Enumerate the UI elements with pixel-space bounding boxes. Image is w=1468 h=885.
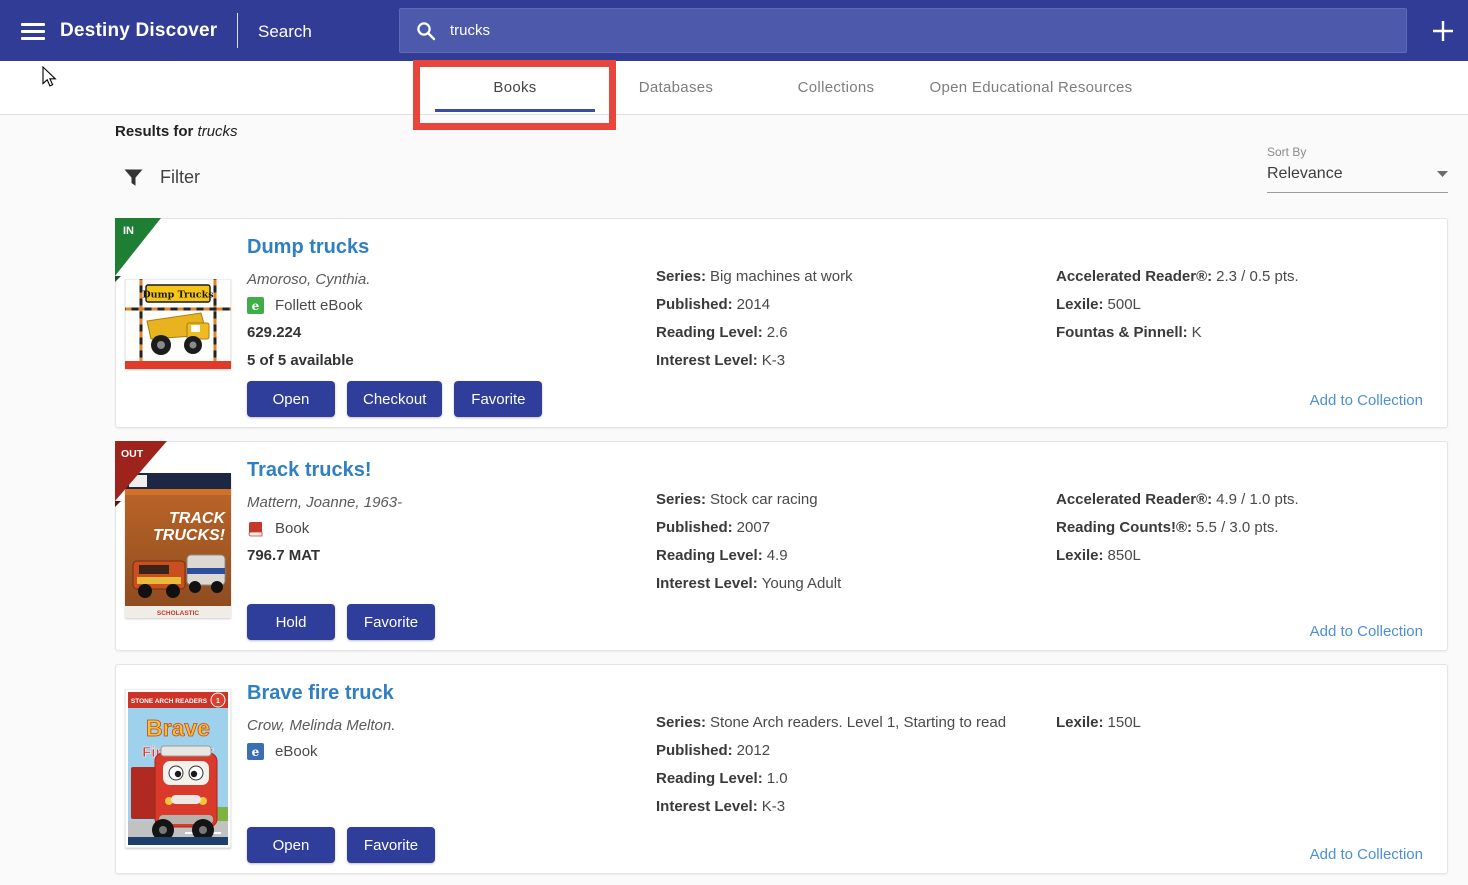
detail-row: Series:Stock car racing — [656, 492, 1036, 507]
checkout-button[interactable]: Checkout — [347, 381, 442, 417]
svg-text:1: 1 — [216, 698, 220, 705]
format-label: Book — [275, 520, 309, 537]
book-author: Amoroso, Cynthia. — [247, 271, 637, 288]
svg-text:Dump Trucks: Dump Trucks — [142, 290, 213, 301]
nav-search[interactable]: Search — [258, 22, 312, 42]
detail-column: Series:Stone Arch readers. Level 1, Star… — [656, 715, 1036, 827]
detail-row: Lexile:150L — [1056, 715, 1426, 730]
detail-row: Accelerated Reader®:2.3 / 0.5 pts. — [1056, 269, 1426, 284]
book-author: Crow, Melinda Melton. — [247, 717, 637, 734]
detail-row: Reading Counts!®:5.5 / 3.0 pts. — [1056, 520, 1426, 535]
detail-column: Series:Stock car racing Published:2007 R… — [656, 492, 1036, 604]
availability: 5 of 5 available — [247, 352, 637, 369]
book-format: e eBook — [247, 743, 637, 760]
book-card-track-trucks: OUT TRACK TRUCKS! SCHOLASTIC Track truck… — [115, 441, 1448, 651]
header-divider — [237, 13, 238, 48]
book-icon — [247, 521, 264, 537]
tabs-bar: Books Databases Collections Open Educati… — [0, 61, 1468, 115]
results-prefix: Results for — [115, 123, 193, 140]
book-card-dump-trucks: IN Dump Trucks Dump trucks Amoroso, Cynt… — [115, 218, 1448, 428]
app-header: Destiny Discover Search — [0, 0, 1468, 61]
detail-row: Interest Level:Young Adult — [656, 576, 1036, 591]
svg-text:IN: IN — [123, 225, 134, 237]
hold-button[interactable]: Hold — [247, 604, 335, 640]
add-to-collection-link[interactable]: Add to Collection — [1310, 846, 1423, 863]
book-cover-dump-trucks[interactable]: Dump Trucks — [125, 279, 231, 369]
favorite-button[interactable]: Favorite — [454, 381, 542, 417]
sort-value: Relevance — [1267, 165, 1343, 183]
book-title-link[interactable]: Dump trucks — [247, 236, 369, 259]
detail-row: Interest Level:K-3 — [656, 799, 1036, 814]
open-button[interactable]: Open — [247, 381, 335, 417]
metrics-column: Lexile:150L — [1056, 715, 1426, 743]
search-box[interactable] — [399, 8, 1407, 53]
detail-row: Reading Level:1.0 — [656, 771, 1036, 786]
book-format: e Follett eBook — [247, 297, 637, 314]
ebook-icon: e — [247, 743, 264, 760]
results-query: trucks — [198, 123, 238, 140]
add-icon[interactable] — [1432, 20, 1454, 42]
format-label: Follett eBook — [275, 297, 363, 314]
add-to-collection-link[interactable]: Add to Collection — [1310, 392, 1423, 409]
format-label: eBook — [275, 743, 318, 760]
tab-open-educational-resources[interactable]: Open Educational Resources — [920, 61, 1142, 114]
filter-icon — [124, 169, 143, 187]
detail-row: Reading Level:4.9 — [656, 548, 1036, 563]
svg-text:STONE ARCH READERS: STONE ARCH READERS — [131, 698, 208, 705]
svg-text:OUT: OUT — [121, 448, 144, 460]
chevron-down-icon — [1437, 171, 1448, 177]
app-title: Destiny Discover — [60, 20, 217, 42]
detail-row: Interest Level:K-3 — [656, 353, 1036, 368]
detail-row: Lexile:500L — [1056, 297, 1426, 312]
call-number: 796.7 MAT — [247, 547, 637, 564]
tab-databases[interactable]: Databases — [616, 61, 736, 114]
book-cover-brave-fire-truck[interactable]: STONE ARCH READERS 1 Brave Fire Truck — [125, 689, 231, 848]
tab-books[interactable]: Books — [435, 61, 595, 114]
svg-text:SCHOLASTIC: SCHOLASTIC — [157, 610, 200, 617]
detail-row: Series:Stone Arch readers. Level 1, Star… — [656, 715, 1036, 730]
detail-row: Published:2012 — [656, 743, 1036, 758]
detail-column: Series:Big machines at work Published:20… — [656, 269, 1036, 381]
svg-text:TRUCKS!: TRUCKS! — [153, 527, 226, 544]
book-title-link[interactable]: Track trucks! — [247, 459, 372, 482]
add-to-collection-link[interactable]: Add to Collection — [1310, 623, 1423, 640]
detail-row: Published:2007 — [656, 520, 1036, 535]
detail-row: Reading Level:2.6 — [656, 325, 1036, 340]
book-format: Book — [247, 520, 637, 537]
detail-row: Lexile:850L — [1056, 548, 1426, 563]
svg-text:Brave: Brave — [146, 715, 210, 741]
search-input[interactable] — [450, 22, 1406, 39]
favorite-button[interactable]: Favorite — [347, 827, 435, 863]
detail-row: Fountas & Pinnell:K — [1056, 325, 1426, 340]
status-badge-out: OUT — [115, 441, 177, 507]
svg-text:TRACK: TRACK — [169, 510, 226, 527]
filter-button[interactable]: Filter — [124, 167, 200, 188]
call-number: 629.224 — [247, 324, 637, 341]
sort-dropdown[interactable]: Sort By Relevance — [1267, 145, 1448, 193]
detail-row: Published:2014 — [656, 297, 1036, 312]
open-button[interactable]: Open — [247, 827, 335, 863]
filter-label: Filter — [160, 167, 200, 188]
favorite-button[interactable]: Favorite — [347, 604, 435, 640]
book-title-link[interactable]: Brave fire truck — [247, 682, 394, 705]
metrics-column: Accelerated Reader®:2.3 / 0.5 pts. Lexil… — [1056, 269, 1426, 353]
detail-row: Accelerated Reader®:4.9 / 1.0 pts. — [1056, 492, 1426, 507]
search-icon — [416, 21, 436, 41]
detail-row: Series:Big machines at work — [656, 269, 1036, 284]
follett-ebook-icon: e — [247, 297, 264, 314]
sort-label: Sort By — [1267, 145, 1448, 159]
tab-collections[interactable]: Collections — [776, 61, 896, 114]
results-summary: Results for trucks — [115, 123, 238, 140]
metrics-column: Accelerated Reader®:4.9 / 1.0 pts. Readi… — [1056, 492, 1426, 576]
status-badge-in: IN — [115, 218, 173, 282]
book-card-brave-fire-truck: STONE ARCH READERS 1 Brave Fire Truck Br… — [115, 664, 1448, 874]
menu-icon[interactable] — [21, 23, 45, 40]
book-author: Mattern, Joanne, 1963- — [247, 494, 637, 511]
